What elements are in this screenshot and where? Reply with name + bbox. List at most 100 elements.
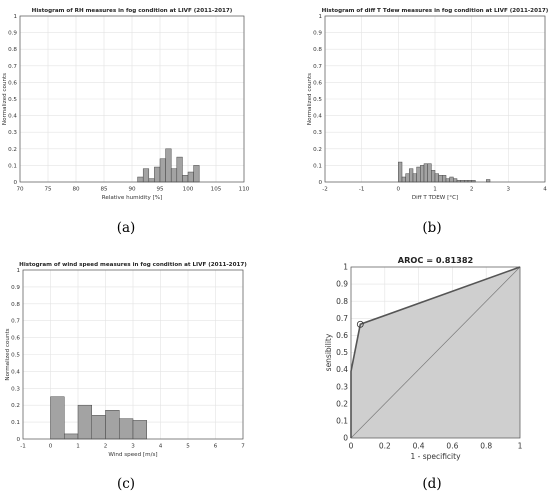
x-tick-label: 0.2 <box>379 442 391 451</box>
x-tick-label: 75 <box>44 187 52 193</box>
x-tick-label: 100 <box>183 187 194 193</box>
histogram-bar <box>159 158 166 183</box>
y-tick-label: 0 <box>318 180 322 186</box>
x-tick-label: -2 <box>322 187 328 193</box>
y-tick-label: 0.4 <box>336 365 348 374</box>
panel-caption: (a) <box>117 220 136 236</box>
axes-frame <box>350 266 521 439</box>
x-axis-label: Wind speed [m/s] <box>108 452 157 458</box>
y-tick-label: 1 <box>16 268 20 274</box>
histogram-bar <box>50 396 65 440</box>
x-tick-label: 95 <box>156 187 164 193</box>
y-axis-label: Normalized counts <box>2 73 8 125</box>
x-tick-label: 0.6 <box>446 442 458 451</box>
y-tick-label: 0.2 <box>313 147 322 153</box>
panel-b: -2 -1 0 1 2 3 400.10.20.30.40.50.60.70.80.91Hi… <box>307 8 549 236</box>
x-tick-label: 3 <box>131 444 135 450</box>
x-tick-label: 0.4 <box>413 442 425 451</box>
axes-frame <box>22 269 244 440</box>
x-axis-label: 1 - specificity <box>410 452 461 461</box>
histogram-bar <box>401 176 406 183</box>
x-tick-label: 0 <box>397 187 401 193</box>
histogram-bar <box>182 175 189 183</box>
y-tick-label: 0 <box>13 180 17 186</box>
y-tick-label: 0.7 <box>336 314 348 323</box>
y-tick-label: 0.1 <box>8 163 17 169</box>
histogram-bar <box>438 175 443 183</box>
histogram-bar <box>427 163 432 183</box>
y-tick-label: 0.1 <box>11 420 20 426</box>
y-tick-label: 0.6 <box>8 80 17 86</box>
y-tick-label: 0.9 <box>336 280 348 289</box>
x-tick-label: 7 <box>241 444 245 450</box>
y-tick-label: 0.9 <box>8 31 17 37</box>
histogram-bar <box>170 168 178 183</box>
panel-c: -1 0 1 2 3 4 5 6 700.10.20.30.40.50.60.70.80.91H… <box>5 262 247 492</box>
axes-frame <box>324 15 546 183</box>
histogram-bar <box>132 420 147 440</box>
diagonal-line <box>350 266 521 439</box>
histogram-bar <box>64 433 79 440</box>
y-tick-label: 0.8 <box>11 302 20 308</box>
x-tick-label: 6 <box>214 444 218 450</box>
y-tick-label: 0.9 <box>11 285 20 291</box>
histogram-bar <box>154 166 161 183</box>
histogram-bar <box>409 168 414 183</box>
x-tick-label: 85 <box>100 187 108 193</box>
chart-title: Histogram of RH measures in fog conditio… <box>32 8 233 14</box>
histogram-bar <box>453 178 458 183</box>
histogram-bar <box>187 171 194 183</box>
x-tick-label: 4 <box>159 444 163 450</box>
y-tick-label: 0.2 <box>336 399 348 408</box>
x-tick-label: 80 <box>72 187 80 193</box>
histogram-bar <box>449 176 454 183</box>
x-tick-label: 1 <box>76 444 80 450</box>
y-tick-label: 0.7 <box>8 64 17 70</box>
x-tick-label: 2 <box>470 187 474 193</box>
y-tick-label: 0.4 <box>313 114 322 120</box>
panel-caption: (d) <box>422 476 441 492</box>
y-tick-label: 0.3 <box>313 130 322 136</box>
y-tick-label: 1 <box>13 14 17 20</box>
histogram-bar <box>431 170 436 183</box>
y-tick-label: 1 <box>318 14 322 20</box>
histogram-bar <box>423 163 428 183</box>
histogram-bar <box>420 165 425 183</box>
y-axis-label: Normalized counts <box>5 328 11 380</box>
y-axis-label: sensibility <box>324 333 333 371</box>
y-tick-label: 0.9 <box>313 31 322 37</box>
histogram-bar <box>105 410 120 440</box>
y-tick-label: 0 <box>343 434 348 443</box>
y-tick-label: 1 <box>343 263 348 272</box>
x-tick-label: 1 <box>518 442 523 451</box>
y-tick-label: 0.6 <box>336 331 348 340</box>
y-tick-label: 0.2 <box>11 403 20 409</box>
y-tick-label: 0.3 <box>11 386 20 392</box>
x-tick-label: 105 <box>211 187 222 193</box>
chart-title: Histogram of wind speed measures in fog … <box>19 262 247 268</box>
y-tick-label: 0.6 <box>313 80 322 86</box>
x-tick-label: 110 <box>239 187 250 193</box>
histogram-bar <box>77 404 92 440</box>
x-tick-label: 0.8 <box>480 442 492 451</box>
y-tick-label: 0.3 <box>336 382 348 391</box>
x-tick-label: 4 <box>543 187 547 193</box>
histogram-bar <box>445 178 450 183</box>
histogram-bar <box>91 415 106 440</box>
histogram-bar <box>398 161 403 183</box>
y-tick-label: 0.1 <box>336 417 348 426</box>
axes-frame <box>19 15 245 183</box>
y-tick-label: 0.2 <box>8 147 17 153</box>
y-tick-label: 0.1 <box>313 163 322 169</box>
x-tick-label: 0 <box>349 442 354 451</box>
x-axis-label: Diff T TDEW [°C] <box>412 195 458 201</box>
histogram-bar <box>176 156 183 183</box>
x-tick-label: 2 <box>104 444 108 450</box>
x-axis-label: Relative humidity [%] <box>102 195 163 201</box>
x-tick-label: 1 <box>433 187 437 193</box>
operating-point-marker <box>356 320 364 328</box>
x-tick-label: 5 <box>186 444 190 450</box>
y-tick-label: 0.3 <box>8 130 17 136</box>
y-tick-label: 0.7 <box>313 64 322 70</box>
